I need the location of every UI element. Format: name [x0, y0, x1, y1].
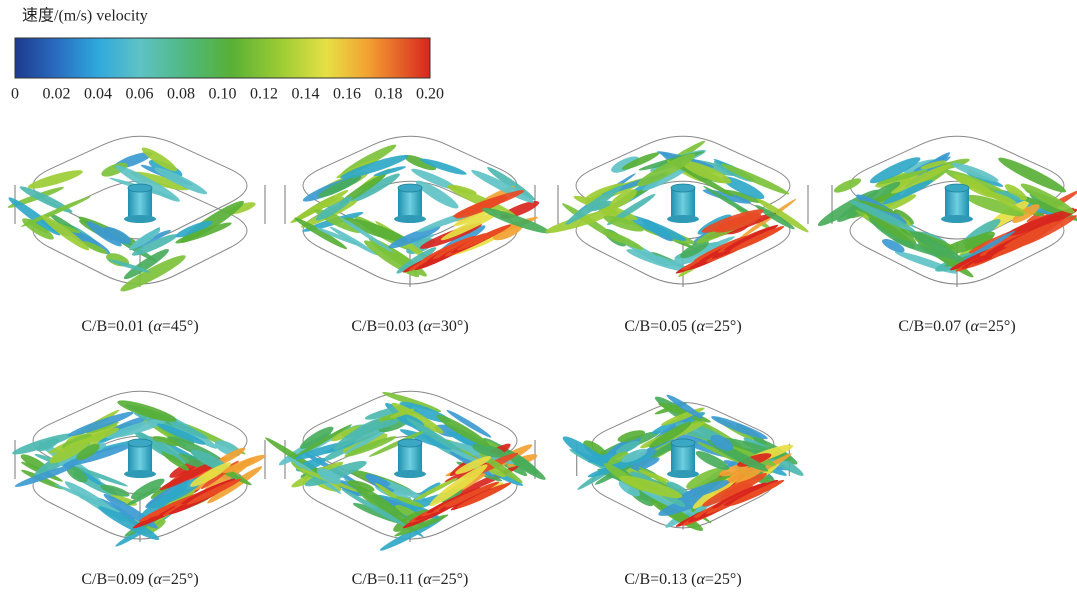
flow-panel: C/B=0.11 (α=25°)	[264, 389, 549, 587]
panel-caption: C/B=0.01 (α=45°)	[81, 318, 198, 335]
caption-ratio: C/B=0.07 (	[898, 318, 970, 335]
center-pipe-top	[128, 439, 152, 447]
center-pipe	[128, 188, 152, 218]
panel-caption: C/B=0.07 (α=25°)	[898, 318, 1015, 335]
flow-panel: C/B=0.03 (α=30°)	[285, 136, 552, 334]
center-pipe	[671, 188, 695, 218]
flow-panel: C/B=0.09 (α=25°)	[11, 391, 267, 587]
center-pipe	[671, 443, 695, 473]
center-pipe-top	[671, 439, 695, 447]
caption-ratio: C/B=0.11 (	[352, 571, 424, 588]
caption-ratio: C/B=0.05 (	[624, 318, 696, 335]
panel-caption: C/B=0.13 (α=25°)	[624, 571, 741, 588]
caption-angle: =25°)	[705, 318, 742, 335]
caption-angle: =30°)	[432, 318, 469, 335]
center-pipe-top	[398, 184, 422, 192]
colorbar-tick-label: 0.20	[416, 86, 444, 103]
panel-caption: C/B=0.11 (α=25°)	[352, 571, 469, 588]
center-pipe-base	[124, 470, 156, 478]
center-pipe	[945, 188, 969, 218]
colorbar	[15, 38, 430, 78]
panel-caption: C/B=0.09 (α=25°)	[81, 571, 198, 588]
caption-ratio: C/B=0.03 (	[351, 318, 423, 335]
colorbar-tick-label: 0.06	[126, 86, 154, 103]
caption-ratio: C/B=0.13 (	[624, 571, 696, 588]
colorbar-tick-label: 0.18	[375, 86, 403, 103]
panel-caption: C/B=0.05 (α=25°)	[624, 318, 741, 335]
caption-angle: =25°)	[705, 571, 742, 588]
center-pipe	[128, 443, 152, 473]
center-pipe-base	[394, 215, 426, 223]
caption-angle: =45°)	[162, 318, 199, 335]
colorbar-tick-label: 0	[11, 86, 19, 103]
colorbar-title: 速度/(m/s) velocity	[22, 7, 148, 25]
colorbar-ticks: 0 0.02 0.04 0.06 0.08 0.10 0.12 0.14 0.16 0.18 0.2…	[11, 86, 444, 103]
center-pipe	[398, 443, 422, 473]
colorbar-tick-label: 0.16	[333, 86, 361, 103]
flow-panel: C/B=0.13 (α=25°)	[560, 392, 806, 587]
vortex-streak	[832, 176, 863, 196]
panel-caption: C/B=0.03 (α=30°)	[351, 318, 468, 335]
panels: C/B=0.01 (α=45°) C/B=0.03 (α=30°) C/B=0.05…	[6, 136, 1077, 587]
flow-panel: C/B=0.07 (α=25°)	[815, 136, 1077, 334]
center-pipe-top	[128, 184, 152, 192]
colorbar-tick-label: 0.12	[250, 86, 278, 103]
center-pipe-base	[124, 215, 156, 223]
colorbar-tick-label: 0.14	[292, 86, 320, 103]
page: 速度/(m/s) velocity 00.020.040.060.080.100…	[0, 0, 1077, 594]
center-pipe	[398, 188, 422, 218]
colorbar-tick-label: 0.02	[43, 86, 71, 103]
vortex-streak	[604, 228, 645, 252]
caption-angle: =25°)	[979, 318, 1016, 335]
center-pipe-base	[394, 470, 426, 478]
figure: 速度/(m/s) velocity 00.020.040.060.080.100…	[0, 0, 1077, 594]
center-pipe-top	[398, 439, 422, 447]
center-pipe-top	[945, 184, 969, 192]
caption-ratio: C/B=0.01 (	[81, 318, 153, 335]
caption-angle: =25°)	[432, 571, 469, 588]
flow-panel: C/B=0.01 (α=45°)	[6, 136, 265, 334]
colorbar-tick-label: 0.08	[167, 86, 195, 103]
caption-ratio: C/B=0.09 (	[81, 571, 153, 588]
flow-panel: C/B=0.05 (α=25°)	[544, 136, 811, 334]
center-pipe-base	[941, 215, 973, 223]
center-pipe-top	[671, 184, 695, 192]
center-pipe-base	[667, 215, 699, 223]
colorbar-tick-label: 0.04	[84, 86, 112, 103]
center-pipe-base	[667, 470, 699, 478]
caption-angle: =25°)	[162, 571, 199, 588]
colorbar-tick-label: 0.10	[209, 86, 237, 103]
